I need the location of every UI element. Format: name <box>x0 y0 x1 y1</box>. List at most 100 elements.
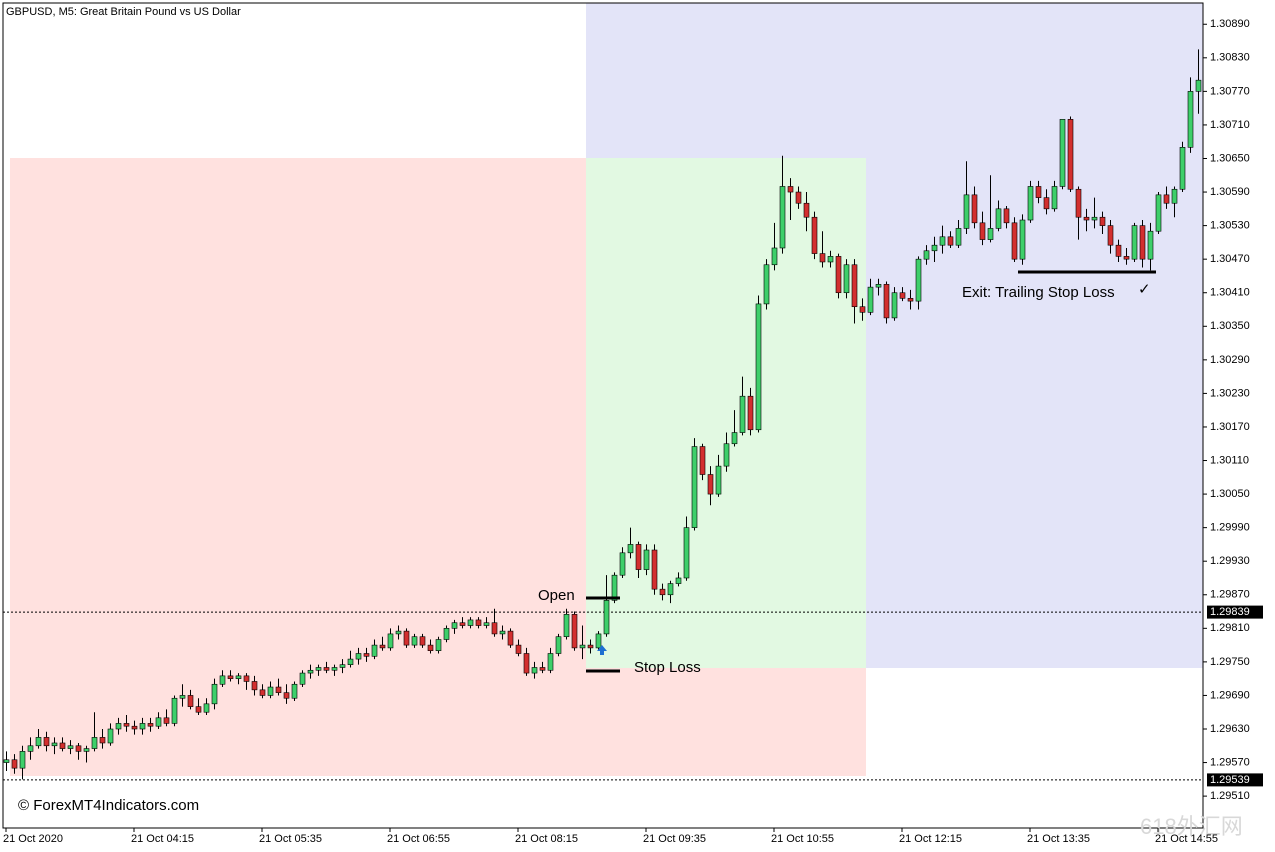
candle-body <box>547 653 554 671</box>
exit-label: Exit: Trailing Stop Loss <box>962 284 1115 301</box>
candle-body <box>667 583 674 596</box>
y-tick-label: 1.29690 <box>1210 689 1250 701</box>
candle-body <box>43 737 50 747</box>
candle-body <box>595 633 602 649</box>
candle-body <box>507 630 514 646</box>
candle-body <box>459 622 466 626</box>
candle-body <box>27 745 34 752</box>
candle-body <box>651 549 658 590</box>
candle-body <box>435 639 442 651</box>
candle-body <box>611 574 618 601</box>
y-tick-label: 1.30530 <box>1210 220 1250 232</box>
candle-body <box>515 644 522 654</box>
candle-body <box>531 667 538 674</box>
candle-body <box>1067 119 1074 190</box>
y-tick-label: 1.30470 <box>1210 253 1250 265</box>
x-tick-label: 21 Oct 2020 <box>3 833 63 845</box>
candle-body <box>403 630 410 646</box>
candle-body <box>91 737 98 749</box>
candle-body <box>563 614 570 638</box>
y-tick-label: 1.30170 <box>1210 421 1250 433</box>
price-label-box <box>1207 605 1263 619</box>
candle-body <box>947 236 954 246</box>
candle-body <box>1147 230 1154 260</box>
candle-body <box>659 588 666 596</box>
candle-body <box>539 667 546 671</box>
candle-body <box>379 644 386 649</box>
candle-body <box>395 630 402 635</box>
candle-body <box>1011 222 1018 260</box>
candle-body <box>275 686 282 693</box>
trail-zone <box>586 3 1203 158</box>
candle-body <box>291 683 298 699</box>
price-label-box <box>1207 773 1263 787</box>
candle-body <box>1003 208 1010 224</box>
candle-body <box>1099 216 1106 226</box>
candle-body <box>1059 119 1066 187</box>
candle-body <box>355 653 362 660</box>
watermark: © ForexMT4Indicators.com <box>18 797 199 814</box>
candle-body <box>227 675 234 679</box>
x-tick-label: 21 Oct 12:15 <box>899 833 962 845</box>
candle-body <box>523 653 530 674</box>
y-tick-label: 1.30770 <box>1210 85 1250 97</box>
loss-zone <box>586 668 866 776</box>
y-tick-label: 1.30050 <box>1210 488 1250 500</box>
candle-body <box>19 751 26 769</box>
candle-body <box>419 636 426 646</box>
candle-body <box>363 653 370 657</box>
candle-body <box>875 284 882 288</box>
candle-body <box>147 723 154 727</box>
candle-body <box>211 683 218 705</box>
candle-body <box>787 186 794 193</box>
candle-body <box>987 228 994 240</box>
candle-body <box>123 723 130 727</box>
candle-body <box>723 443 730 467</box>
x-tick-label: 21 Oct 09:35 <box>643 833 706 845</box>
candle-body <box>963 194 970 229</box>
y-tick-label: 1.30350 <box>1210 320 1250 332</box>
candle-body <box>619 552 626 576</box>
candle-body <box>1043 197 1050 210</box>
candle-body <box>1027 186 1034 221</box>
candle-body <box>683 527 690 579</box>
candle-body <box>491 622 498 635</box>
candle-body <box>203 703 210 713</box>
candle-body <box>299 672 306 685</box>
y-tick-label: 1.30650 <box>1210 152 1250 164</box>
candle-body <box>83 748 90 752</box>
candle-body <box>1115 244 1122 257</box>
candle-body <box>499 630 506 635</box>
candle-body <box>179 695 186 699</box>
candle-body <box>779 186 786 249</box>
candle-body <box>323 667 330 671</box>
x-tick-label: 21 Oct 05:35 <box>259 833 322 845</box>
y-tick-label: 1.30590 <box>1210 186 1250 198</box>
candle-body <box>715 465 722 495</box>
candle-body <box>1131 225 1138 260</box>
candle-body <box>739 395 746 433</box>
candle-body <box>187 695 194 707</box>
candle-body <box>99 737 106 744</box>
candle-body <box>35 737 42 747</box>
candle-body <box>267 686 274 696</box>
candle-body <box>1123 256 1130 260</box>
y-tick-label: 1.29570 <box>1210 756 1250 768</box>
candle-body <box>995 208 1002 229</box>
zones <box>10 3 1203 776</box>
plot-frame <box>2 2 1204 829</box>
candle-body <box>339 664 346 668</box>
candle-body <box>11 759 18 769</box>
candle-body <box>67 745 74 749</box>
candle-body <box>451 622 458 629</box>
candle-body <box>443 628 450 640</box>
candle-body <box>483 622 490 626</box>
trail-zone <box>866 158 1203 668</box>
candle-body <box>811 216 818 254</box>
candle-body <box>691 446 698 528</box>
candle-body <box>843 264 850 294</box>
candle-body <box>331 667 338 671</box>
x-tick-label: 21 Oct 04:15 <box>131 833 194 845</box>
candle-body <box>1051 186 1058 210</box>
